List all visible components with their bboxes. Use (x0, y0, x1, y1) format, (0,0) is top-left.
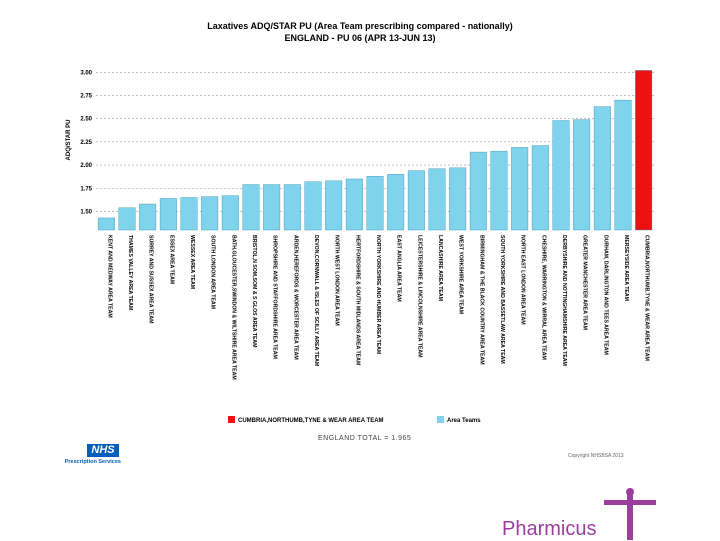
bar (345, 178, 363, 231)
category-label: MERSEYSIDE AREA TEAM (623, 235, 629, 301)
category-label: HERTFORDSHIRE & SOUTH MIDLANDS AREA TEAM (354, 235, 360, 365)
category-label: CHESHIRE, WARRINGTON & WIRRAL AREA TEAM (540, 235, 546, 360)
category-label: NORTH YORKSHIRE AND HUMBER AREA TEAM (375, 235, 381, 354)
bar (242, 184, 260, 231)
chart-subtitle: ENGLAND - PU 06 (APR 13-JUN 13) (284, 33, 435, 43)
bar (511, 147, 529, 231)
legend-label-area-teams: Area Teams (447, 418, 481, 424)
category-label: SURREY AND SUSSEX AREA TEAM (148, 235, 154, 323)
chart-title: Laxatives ADQ/STAR PU (Area Team prescri… (207, 21, 512, 31)
category-label: NORTH EAST LONDON AREA TEAM (520, 235, 526, 325)
category-label: DEVON,CORNWALL & ISLES OF SCILLY AREA TE… (313, 235, 319, 366)
category-label: LANCASHIRE AREA TEAM (437, 235, 443, 301)
copyright-text: Copyright NHSBSA 2013 (568, 453, 624, 459)
bar (304, 181, 322, 231)
bar (325, 180, 343, 231)
legend-label-highlight: CUMBRIA,NORTHUMB,TYNE & WEAR AREA TEAM (238, 418, 384, 424)
bar (593, 106, 611, 231)
y-tick-labels: 1.50 1.75 2.00 2.25 2.50 2.75 3.00 (80, 70, 92, 215)
category-label: DERBYSHIRE AND NOTTINGHAMSHIRE AREA TEAM (561, 235, 567, 366)
bars (97, 70, 653, 231)
bar (263, 184, 281, 231)
y-tick-label: 2.25 (80, 140, 92, 146)
y-tick-label: 2.00 (80, 163, 92, 169)
category-label: ARDEN,HEREFORDS & WORCESTER AREA TEAM (292, 235, 298, 360)
bar (221, 195, 239, 231)
bar (635, 70, 653, 231)
bar (407, 170, 425, 231)
legend-swatch-area-teams (437, 416, 444, 423)
nhs-subtitle: Prescription Services (64, 459, 121, 465)
legend: CUMBRIA,NORTHUMB,TYNE & WEAR AREA TEAM A… (228, 416, 481, 424)
category-label: DURHAM, DARLINGTON AND TEES AREA TEAM (602, 235, 608, 355)
bar (139, 203, 157, 231)
bar (118, 207, 136, 231)
y-tick-label: 2.75 (80, 93, 92, 99)
category-label: SOUTH LONDON AREA TEAM (210, 235, 216, 309)
bar (469, 151, 487, 231)
bar (449, 167, 467, 231)
category-label: SHROPSHIRE AND STAFFORDSHIRE AREA TEAM (272, 235, 278, 359)
bar (180, 197, 198, 231)
category-label: KENT AND MEDWAY AREA TEAM (106, 235, 112, 318)
category-label: WESSEX AREA TEAM (189, 235, 195, 289)
category-label: ESSEX AREA TEAM (168, 235, 174, 284)
category-label: WEST YORKSHIRE AREA TEAM (458, 235, 464, 314)
y-tick-label: 1.75 (80, 186, 92, 192)
bar (531, 145, 549, 231)
y-tick-label: 1.50 (80, 209, 92, 215)
category-label: CUMBRIA,NORTHUMB,TYNE & WEAR AREA TEAM (644, 235, 650, 361)
bar (387, 174, 405, 231)
bar (552, 120, 570, 231)
bar (428, 168, 446, 231)
bar (573, 119, 591, 231)
legend-swatch-highlight (228, 416, 235, 423)
bar (614, 99, 632, 231)
category-labels: KENT AND MEDWAY AREA TEAM THAMES VALLEY A… (106, 235, 649, 380)
category-label: SOUTH YORKSHIRE AND BASSETLAW AREA TEAM (499, 235, 505, 364)
bar (159, 198, 177, 231)
category-label: BATH,GLOUCESTER,SWINDON & WILTSHIRE AREA… (230, 235, 236, 380)
category-label: THAMES VALLEY AREA TEAM (127, 235, 133, 310)
pharmicus-logo: Pharmicus (502, 518, 597, 540)
y-axis-label: ADQ/STAR PU (66, 120, 72, 161)
bar (201, 196, 219, 231)
england-total: ENGLAND TOTAL = 1.965 (318, 435, 411, 442)
nhs-logo: NHS (87, 444, 119, 457)
bar (283, 184, 301, 231)
category-label: BRISTOL,N SOM,SOM & S GLOS AREA TEAM (251, 235, 257, 348)
category-label: NORTH WEST LONDON AREA TEAM (334, 235, 340, 326)
category-label: BIRMINGHAM & THE BLACK COUNTRY AREA TEAM (478, 235, 484, 365)
category-label: GREATER MANCHESTER AREA TEAM (582, 235, 588, 330)
y-tick-label: 2.50 (80, 117, 92, 123)
angel-of-the-north-icon (604, 488, 656, 540)
category-label: LEICESTERSHIRE & LINCOLNSHIRE AREA TEAM (416, 235, 422, 357)
bar (366, 175, 384, 231)
bar (490, 150, 508, 231)
y-tick-label: 3.00 (80, 70, 92, 76)
category-label: EAST ANGLIA AREA TEAM (396, 235, 402, 302)
bar (97, 217, 115, 231)
